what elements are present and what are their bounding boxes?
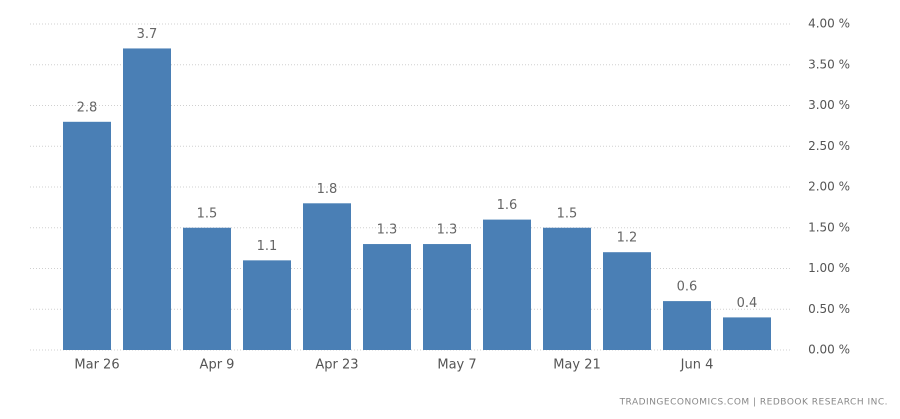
value-label: 1.5 (557, 206, 578, 221)
value-label: 2.8 (77, 100, 98, 115)
y-tick-label: 0.00 % (808, 343, 850, 357)
bar (663, 301, 711, 350)
x-tick-label: May 7 (437, 358, 476, 373)
value-label: 1.3 (437, 223, 458, 238)
x-tick-label: Mar 26 (74, 358, 119, 373)
y-tick-label: 3.00 % (808, 98, 850, 112)
bar (543, 227, 591, 350)
y-tick-label: 4.00 % (808, 17, 850, 31)
y-tick-label: 2.00 % (808, 180, 850, 194)
x-tick-label: Apr 23 (315, 358, 358, 373)
value-label: 1.2 (617, 231, 638, 246)
value-label: 1.6 (497, 198, 518, 213)
x-tick-label: May 21 (553, 358, 601, 373)
value-label: 1.1 (257, 239, 278, 254)
bar (483, 219, 531, 350)
value-label: 0.4 (737, 296, 758, 311)
bar (723, 317, 771, 350)
bar (123, 48, 171, 350)
y-tick-label: 3.50 % (808, 57, 850, 71)
bar (183, 227, 231, 350)
x-tick-label: Apr 9 (200, 358, 235, 373)
bar (423, 244, 471, 350)
y-tick-label: 1.00 % (808, 261, 850, 275)
x-tick-label: Jun 4 (680, 358, 714, 373)
y-tick-label: 2.50 % (808, 139, 850, 153)
value-label: 0.6 (677, 280, 698, 295)
bar (363, 244, 411, 350)
value-label: 1.3 (377, 223, 398, 238)
source: TRADINGECONOMICS.COM | REDBOOK RESEARCH … (619, 398, 888, 408)
value-label: 1.8 (317, 182, 338, 197)
bar (63, 121, 111, 350)
y-tick-label: 1.50 % (808, 220, 850, 234)
bar (603, 252, 651, 350)
y-tick-label: 0.50 % (808, 302, 850, 316)
bar (243, 260, 291, 350)
bar (303, 203, 351, 350)
value-label: 3.7 (137, 27, 158, 42)
value-label: 1.5 (197, 206, 218, 221)
